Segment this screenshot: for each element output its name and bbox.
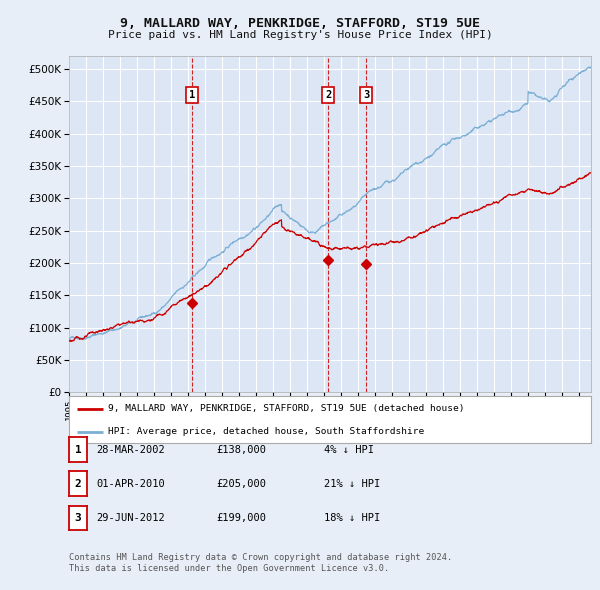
- Text: Contains HM Land Registry data © Crown copyright and database right 2024.: Contains HM Land Registry data © Crown c…: [69, 553, 452, 562]
- Text: 18% ↓ HPI: 18% ↓ HPI: [324, 513, 380, 523]
- Text: 21% ↓ HPI: 21% ↓ HPI: [324, 479, 380, 489]
- Text: £205,000: £205,000: [216, 479, 266, 489]
- Text: 9, MALLARD WAY, PENKRIDGE, STAFFORD, ST19 5UE: 9, MALLARD WAY, PENKRIDGE, STAFFORD, ST1…: [120, 17, 480, 30]
- Text: HPI: Average price, detached house, South Staffordshire: HPI: Average price, detached house, Sout…: [108, 427, 424, 437]
- Text: £199,000: £199,000: [216, 513, 266, 523]
- Text: £138,000: £138,000: [216, 445, 266, 454]
- Text: This data is licensed under the Open Government Licence v3.0.: This data is licensed under the Open Gov…: [69, 565, 389, 573]
- Text: 2: 2: [325, 90, 331, 100]
- Text: 9, MALLARD WAY, PENKRIDGE, STAFFORD, ST19 5UE (detached house): 9, MALLARD WAY, PENKRIDGE, STAFFORD, ST1…: [108, 404, 464, 414]
- Text: 01-APR-2010: 01-APR-2010: [96, 479, 165, 489]
- Text: 3: 3: [363, 90, 370, 100]
- Text: 3: 3: [74, 513, 82, 523]
- Text: 29-JUN-2012: 29-JUN-2012: [96, 513, 165, 523]
- Text: Price paid vs. HM Land Registry's House Price Index (HPI): Price paid vs. HM Land Registry's House …: [107, 30, 493, 40]
- Text: 2: 2: [74, 479, 82, 489]
- Text: 28-MAR-2002: 28-MAR-2002: [96, 445, 165, 454]
- Text: 4% ↓ HPI: 4% ↓ HPI: [324, 445, 374, 454]
- Text: 1: 1: [189, 90, 195, 100]
- Text: 1: 1: [74, 445, 82, 454]
